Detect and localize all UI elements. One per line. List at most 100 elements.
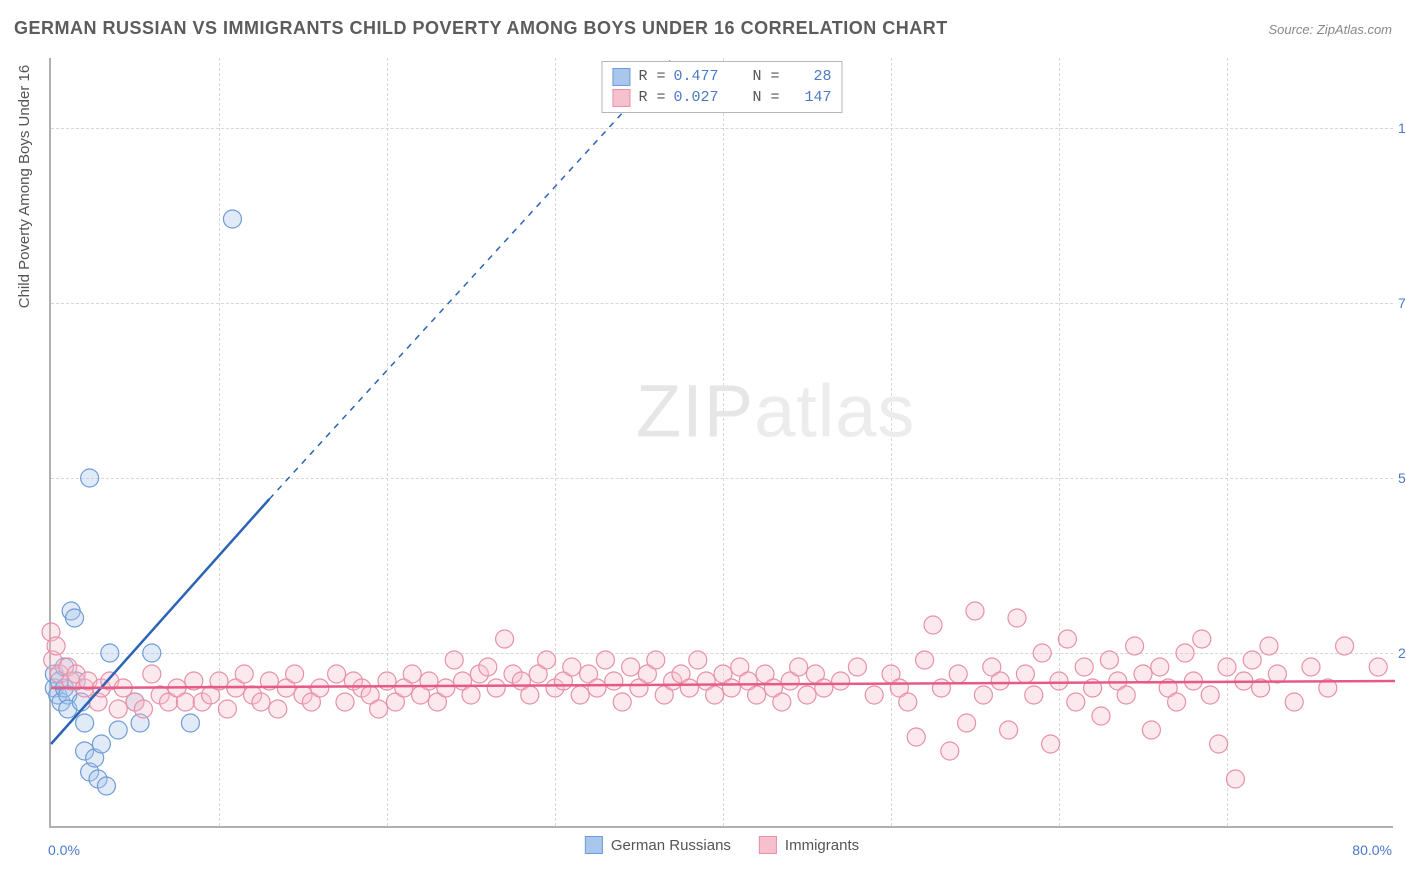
scatter-point [218, 700, 236, 718]
scatter-point [1058, 630, 1076, 648]
scatter-point [47, 637, 65, 655]
scatter-point [1151, 658, 1169, 676]
n-label: N = [753, 66, 780, 87]
scatter-point [773, 693, 791, 711]
scatter-point [1336, 637, 1354, 655]
scatter-point [134, 700, 152, 718]
scatter-point [1050, 672, 1068, 690]
scatter-point [1117, 686, 1135, 704]
scatter-point [92, 735, 110, 753]
scatter-point [941, 742, 959, 760]
scatter-point [622, 658, 640, 676]
scatter-point [613, 693, 631, 711]
scatter-point [680, 679, 698, 697]
scatter-point [1268, 665, 1286, 683]
scatter-point [1260, 637, 1278, 655]
y-tick-label: 100.0% [1398, 120, 1406, 136]
scatter-point [958, 714, 976, 732]
x-tick-label: 80.0% [1352, 842, 1392, 858]
scatter-point [798, 686, 816, 704]
scatter-point [181, 714, 199, 732]
y-tick-label: 25.0% [1398, 645, 1406, 661]
chart-svg [51, 58, 1393, 826]
n-value [788, 87, 797, 108]
scatter-point [563, 658, 581, 676]
scatter-point [143, 665, 161, 683]
scatter-point [66, 609, 84, 627]
scatter-point [1100, 651, 1118, 669]
scatter-point [286, 665, 304, 683]
legend-item: Immigrants [759, 836, 859, 854]
y-axis-label: Child Poverty Among Boys Under 16 [16, 65, 33, 308]
scatter-point [706, 686, 724, 704]
swatch-icon [612, 89, 630, 107]
scatter-point [176, 693, 194, 711]
scatter-point [1092, 707, 1110, 725]
scatter-point [1075, 658, 1093, 676]
y-tick-label: 75.0% [1398, 295, 1406, 311]
chart-title: GERMAN RUSSIAN VS IMMIGRANTS CHILD POVER… [14, 18, 948, 39]
scatter-point [899, 693, 917, 711]
scatter-point [109, 700, 127, 718]
x-tick-label: 0.0% [48, 842, 80, 858]
title-bar: GERMAN RUSSIAN VS IMMIGRANTS CHILD POVER… [14, 18, 1392, 39]
scatter-point [865, 686, 883, 704]
scatter-point [596, 651, 614, 669]
scatter-point [223, 210, 241, 228]
scatter-point [1067, 693, 1085, 711]
swatch-icon [585, 836, 603, 854]
scatter-point [487, 679, 505, 697]
scatter-point [97, 777, 115, 795]
n-value [788, 66, 806, 87]
scatter-point [1369, 658, 1387, 676]
scatter-point [1285, 693, 1303, 711]
scatter-point [974, 686, 992, 704]
scatter-point [588, 679, 606, 697]
scatter-point [1042, 735, 1060, 753]
legend-row: R = 0.027 N = 147 [612, 87, 831, 108]
scatter-point [605, 672, 623, 690]
scatter-point [1000, 721, 1018, 739]
scatter-point [328, 665, 346, 683]
scatter-point [1210, 735, 1228, 753]
scatter-point [1168, 693, 1186, 711]
scatter-point [1201, 686, 1219, 704]
r-label: R = [638, 87, 665, 108]
scatter-point [143, 644, 161, 662]
r-value: 0.477 [673, 66, 718, 87]
scatter-point [1193, 630, 1211, 648]
scatter-point [916, 651, 934, 669]
scatter-point [907, 728, 925, 746]
scatter-point [815, 679, 833, 697]
legend-row: R = 0.477 N = 28 [612, 66, 831, 87]
r-label: R = [638, 66, 665, 87]
scatter-point [1176, 644, 1194, 662]
y-tick-label: 50.0% [1398, 470, 1406, 486]
scatter-point [336, 693, 354, 711]
scatter-point [1025, 686, 1043, 704]
scatter-point [1243, 651, 1261, 669]
legend-series: German Russians Immigrants [585, 836, 859, 854]
scatter-point [571, 686, 589, 704]
scatter-point [689, 651, 707, 669]
scatter-point [109, 721, 127, 739]
scatter-point [1302, 658, 1320, 676]
scatter-point [101, 644, 119, 662]
legend-item: German Russians [585, 836, 731, 854]
n-label: N = [753, 87, 780, 108]
scatter-point [479, 658, 497, 676]
scatter-point [521, 686, 539, 704]
scatter-point [949, 665, 967, 683]
n-label [726, 87, 744, 108]
scatter-point [966, 602, 984, 620]
scatter-point [76, 714, 94, 732]
plot-area: ZIPatlas R = 0.477 N = 28 R = 0.027 N = … [49, 58, 1393, 828]
n-value: 28 [814, 66, 832, 87]
legend-correlation: R = 0.477 N = 28 R = 0.027 N = 147 [601, 61, 842, 113]
scatter-point [1126, 637, 1144, 655]
r-value: 0.027 [673, 87, 718, 108]
scatter-point [462, 686, 480, 704]
scatter-point [1226, 770, 1244, 788]
scatter-point [1218, 658, 1236, 676]
scatter-point [924, 616, 942, 634]
